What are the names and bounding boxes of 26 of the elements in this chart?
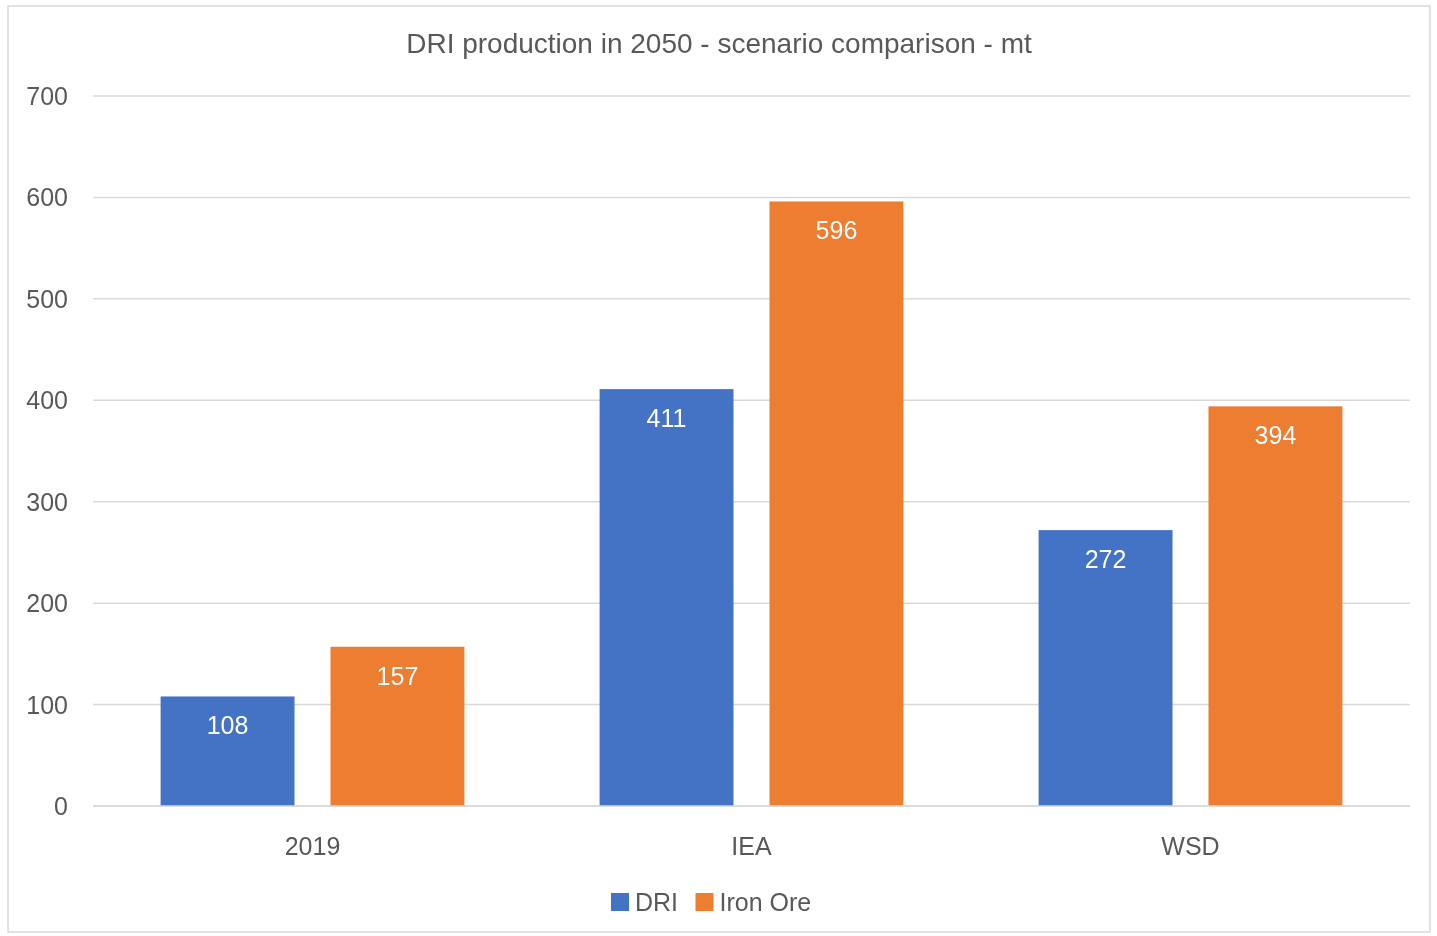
bar <box>1208 406 1343 806</box>
bar <box>330 646 465 806</box>
y-tick-label: 0 <box>54 792 68 820</box>
y-tick-label: 100 <box>26 690 68 719</box>
y-tick-label: 500 <box>26 284 68 313</box>
data-label: 394 <box>1254 421 1297 450</box>
chart-title: DRI production in 2050 - scenario comparison - mt <box>406 28 1033 59</box>
y-tick-label: 600 <box>26 183 68 212</box>
y-tick-label: 700 <box>26 82 68 110</box>
y-tick-label: 400 <box>26 386 68 415</box>
data-label: 272 <box>1084 545 1127 574</box>
data-label: 108 <box>206 711 249 740</box>
legend-label: Iron Ore <box>719 888 812 916</box>
y-tick-label: 200 <box>26 589 68 618</box>
bar <box>160 696 295 806</box>
x-tick-label: 2019 <box>284 832 341 860</box>
data-label: 157 <box>376 661 419 690</box>
y-tick-label: 300 <box>26 487 68 516</box>
legend-label: DRI <box>635 888 679 916</box>
data-label: 411 <box>646 404 687 433</box>
x-tick-label: WSD <box>1161 832 1220 860</box>
bar <box>599 389 734 806</box>
data-label: 596 <box>815 216 858 245</box>
x-tick-label: IEA <box>731 832 772 860</box>
bar <box>1038 530 1173 806</box>
bar <box>769 201 904 806</box>
